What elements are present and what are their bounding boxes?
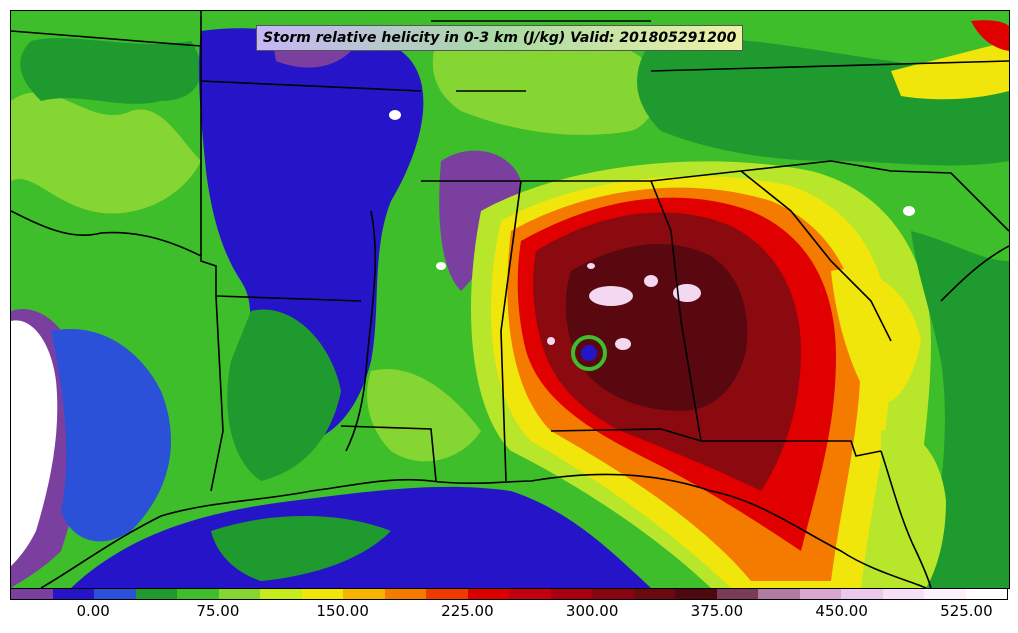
field-pink-spot xyxy=(615,338,631,350)
colorbar-segment xyxy=(52,589,94,599)
colorbar xyxy=(10,588,1008,600)
colorbar-segment xyxy=(135,589,177,599)
colorbar-tick-label: 450.00 xyxy=(815,602,868,620)
field-pink-spot xyxy=(589,286,633,306)
field-pink-spot xyxy=(389,110,401,120)
colorbar-segment xyxy=(509,589,551,599)
field-northwest-darkgreen xyxy=(20,38,202,104)
colorbar-tick-label: 300.00 xyxy=(565,602,619,620)
colorbar-segment xyxy=(301,589,343,599)
field-mississippi-lime xyxy=(367,369,481,462)
colorbar-segment xyxy=(965,589,1007,599)
field-north-yellow xyxy=(891,41,1009,100)
colorbar-tick-label: 150.00 xyxy=(316,602,369,620)
colorbar-segment xyxy=(799,589,841,599)
colorbar-segment xyxy=(260,589,302,599)
coastline xyxy=(40,210,1009,588)
colorbar-segment xyxy=(882,589,924,599)
colorbar-tick-label: 375.00 xyxy=(690,602,744,620)
field-pink-spot xyxy=(587,263,595,269)
field-atlantic-darkgreen xyxy=(911,231,1009,588)
colorbar-tick-label: 525.00 xyxy=(940,602,993,620)
colorbar-segment xyxy=(550,589,592,599)
field-east-yellow xyxy=(831,269,921,404)
colorbar-segment xyxy=(384,589,426,599)
colorbar-segment xyxy=(592,589,634,599)
field-pink-spot xyxy=(673,284,701,302)
colorbar-tick-label: 225.00 xyxy=(441,602,494,620)
colorbar-segment xyxy=(94,589,136,599)
field-pink-spot xyxy=(547,337,555,345)
colorbar-tick-label: 0.00 xyxy=(76,602,110,620)
colorbar-segment xyxy=(177,589,219,599)
map-panel: Storm relative helicity in 0-3 km (J/kg)… xyxy=(10,10,1010,589)
colorbar-segment xyxy=(633,589,675,599)
colorbar-segment xyxy=(841,589,883,599)
colorbar-segment xyxy=(426,589,468,599)
field-louisiana-green xyxy=(227,309,341,481)
colorbar-segment xyxy=(467,589,509,599)
colorbar-segment xyxy=(758,589,800,599)
colorbar-segment xyxy=(343,589,385,599)
colorbar-tick-labels: 0.00 75.00 150.00 225.00 300.00 375.00 450.00 5… xyxy=(10,602,1008,626)
colorbar-segment xyxy=(924,589,966,599)
state-borders xyxy=(11,11,1009,492)
field-north-red xyxy=(971,20,1009,51)
storm-eye-ring xyxy=(571,335,607,371)
colorbar-segment xyxy=(11,589,53,599)
field-northwest-lime xyxy=(11,92,201,214)
colorbar-segment xyxy=(218,589,260,599)
helicity-map xyxy=(11,11,1009,588)
field-florida-lime xyxy=(881,429,946,588)
colorbar-segment xyxy=(716,589,758,599)
storm-eye-core xyxy=(581,345,597,361)
colorbar-segment xyxy=(675,589,717,599)
field-gulf-green xyxy=(211,516,391,581)
field-north-lime xyxy=(432,28,658,135)
field-texas-blue xyxy=(51,329,171,542)
field-storm-maroon xyxy=(565,244,748,411)
map-title: Storm relative helicity in 0-3 km (J/kg)… xyxy=(256,25,744,51)
field-pink-spot xyxy=(436,262,446,270)
field-west-white xyxy=(11,320,58,566)
colorbar-tick-label: 75.00 xyxy=(196,602,240,620)
field-pink-spot xyxy=(644,275,658,287)
field-pink-spot xyxy=(903,206,915,216)
